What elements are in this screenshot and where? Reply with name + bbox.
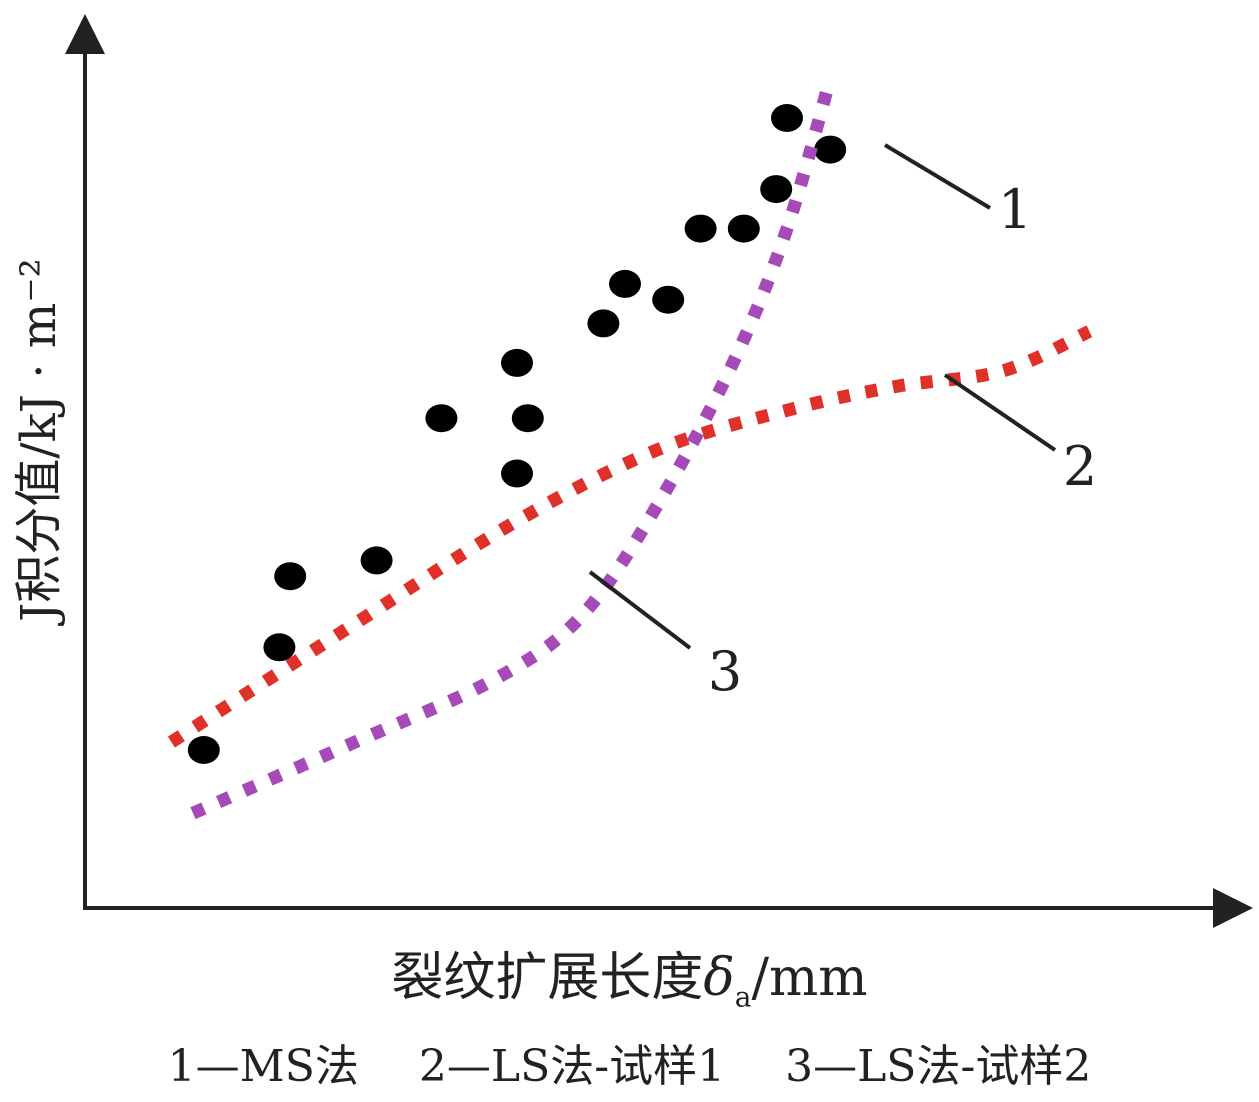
y-axis-label-text: J积分值/kJ · m⁻²	[11, 258, 67, 627]
series-1-point-5	[501, 459, 533, 488]
series-1-point-13	[760, 175, 793, 204]
callout-label-1: 1	[998, 178, 1032, 241]
legend-item-1: 1—MS法	[167, 1041, 359, 1092]
callout-label-3: 3	[708, 640, 742, 703]
series-1-point-10	[652, 285, 685, 314]
x-axis-label-unit: /mm	[751, 948, 868, 1008]
series-1-point-0	[187, 736, 220, 764]
series-1-point-4	[425, 404, 458, 433]
series-1-point-3	[360, 546, 393, 575]
x-axis-label-symbol: δ	[703, 948, 735, 1008]
series-1-point-14	[771, 104, 803, 132]
x-axis-label-prefix: 裂纹扩展长度	[391, 948, 704, 1008]
series-1-point-2	[274, 562, 307, 591]
legend: 1—MS法 2—LS法-试样1 3—LS法-试样2	[0, 1030, 1259, 1092]
callout-line-2	[943, 373, 1057, 452]
axes	[65, 14, 1253, 928]
callout-line-1	[883, 143, 992, 210]
callout-label-2: 2	[1063, 435, 1097, 498]
series-1-point-8	[587, 309, 620, 338]
legend-item-2: 2—LS法-试样1	[418, 1041, 726, 1092]
series-3	[190, 76, 837, 820]
y-axis-label: J积分值/kJ · m⁻²	[11, 258, 67, 627]
callout-line-3	[588, 570, 692, 650]
callout-layer: 1 2 3	[588, 143, 1097, 703]
series-1	[187, 104, 847, 764]
series-1-point-12	[727, 214, 760, 243]
legend-item-3: 3—LS法-试样2	[785, 1041, 1092, 1092]
series-3-line	[190, 76, 837, 820]
series-1-point-9	[609, 269, 641, 298]
series-1-point-7	[511, 404, 544, 433]
series-1-point-11	[684, 214, 717, 243]
series-1-point-15	[814, 135, 847, 164]
series-layer	[167, 76, 1093, 820]
x-axis-label: 裂纹扩展长度δa/mm	[0, 935, 1259, 1015]
series-2	[167, 325, 1093, 748]
series-1-point-6	[501, 348, 533, 377]
series-2-line	[167, 325, 1093, 748]
x-axis-label-subscript: a	[734, 980, 752, 1014]
series-1-point-1	[263, 633, 296, 662]
